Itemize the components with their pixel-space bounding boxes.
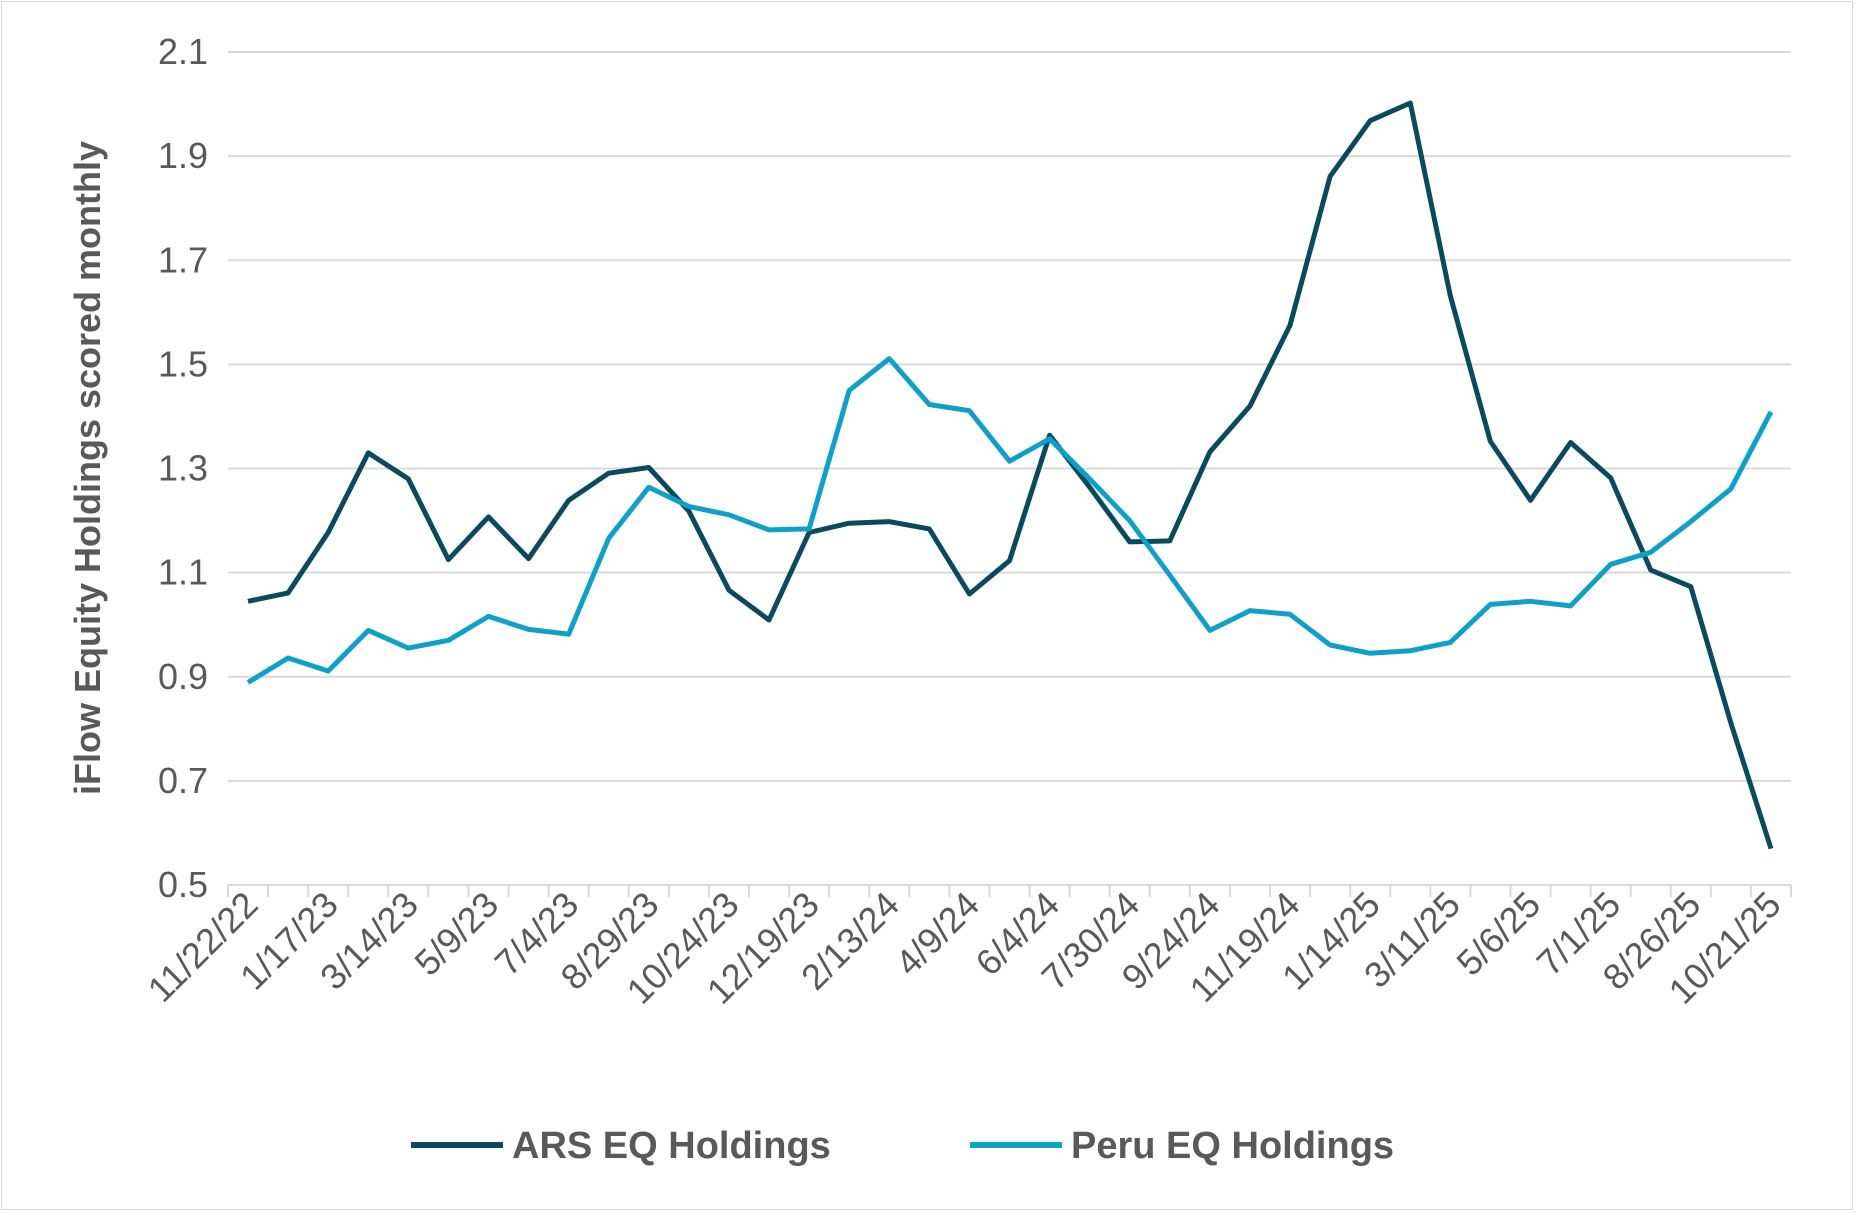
y-tick-label: 1.9	[158, 135, 208, 176]
y-tick-label: 0.9	[158, 656, 208, 697]
y-axis-ticks: 0.5 0.7 0.9 1.1 1.3 1.5 1.7 1.9 2.1	[158, 31, 208, 905]
y-tick-label: 1.3	[158, 448, 208, 489]
y-tick-label: 1.7	[158, 239, 208, 280]
gridlines	[228, 51, 1791, 782]
x-tick-label: 5/6/25	[1448, 884, 1548, 984]
y-tick-label: 0.7	[158, 760, 208, 801]
series-line-peru	[246, 356, 1774, 685]
y-tick-label: 1.5	[158, 343, 208, 384]
series-lines	[246, 100, 1774, 850]
series-line-ars	[247, 100, 1774, 850]
x-axis: 11/22/221/17/233/14/235/9/237/4/238/29/2…	[139, 884, 1792, 1012]
x-tick-label: 5/9/23	[406, 884, 506, 984]
legend-label-ars: ARS EQ Holdings	[512, 1125, 831, 1167]
legend-label-peru: Peru EQ Holdings	[1071, 1125, 1394, 1167]
y-tick-label: 2.1	[158, 31, 208, 72]
y-tick-label: 0.5	[158, 864, 208, 905]
x-tick-label: 4/9/24	[887, 884, 987, 984]
y-axis-title: iFlow Equity Holdings scored monthly	[67, 141, 108, 795]
legend: ARS EQ Holdings Peru EQ Holdings	[411, 1125, 1394, 1167]
y-tick-label: 1.1	[158, 552, 208, 593]
